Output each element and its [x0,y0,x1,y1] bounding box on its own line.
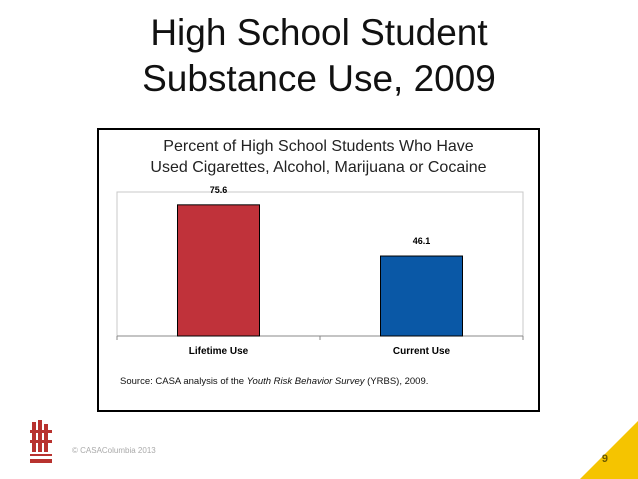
chart-title-line-1: Percent of High School Students Who Have [163,138,474,155]
chart-source: Source: CASA analysis of the Youth Risk … [120,376,428,387]
bar-lifetime-use [177,204,260,337]
bar-value-label: 46.1 [413,236,431,246]
chart-title-line-2: Used Cigarettes, Alcohol, Marijuana or C… [150,159,487,176]
slide-title-line-1: High School Student [150,12,488,53]
source-survey-name: Youth Risk Behavior Survey [246,376,365,387]
x-tick-label: Lifetime Use [189,346,249,357]
bar-value-label: 75.6 [210,185,228,195]
casa-logo-icon [30,420,52,463]
chart-title: Percent of High School Students Who Have… [99,136,538,178]
bar-chart: 75.6 Lifetime Use 46.1 Current Use [116,185,524,357]
x-tick-label: Current Use [393,346,451,357]
slide-title: High School Student Substance Use, 2009 [100,10,538,102]
page-corner-accent [580,421,638,479]
bar-current-use [380,255,463,337]
chart-frame: Percent of High School Students Who Have… [97,128,540,412]
slide-title-line-2: Substance Use, 2009 [142,58,496,99]
copyright-text: © CASAColumbia 2013 [72,446,156,455]
source-suffix: (YRBS), 2009. [364,376,429,387]
source-prefix: Source: CASA analysis of the [120,376,247,387]
page-number: 9 [601,453,608,465]
